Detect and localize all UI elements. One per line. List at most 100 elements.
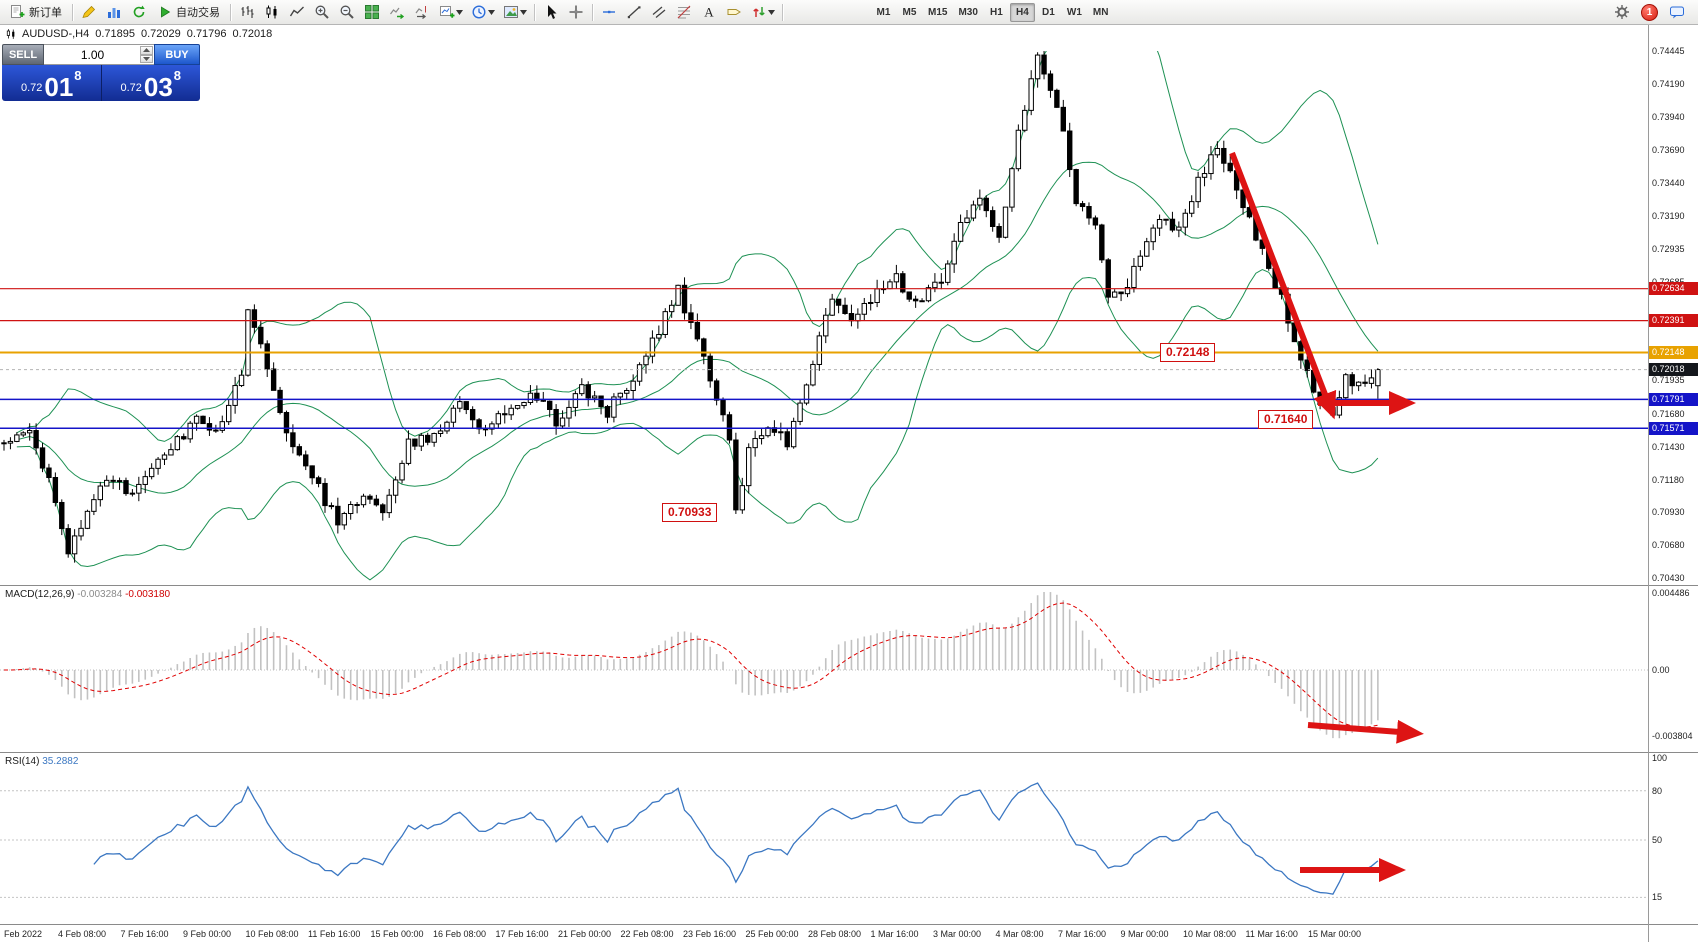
zoom-in-icon[interactable] xyxy=(310,2,334,23)
trend-arrows[interactable] xyxy=(1229,151,1424,882)
refresh-icon[interactable] xyxy=(127,2,151,23)
time-axis-label: 7 Mar 16:00 xyxy=(1058,929,1107,939)
price-callout[interactable]: 0.70933 xyxy=(662,503,718,522)
autotrading-label: 自动交易 xyxy=(176,7,220,19)
new-order-icon xyxy=(11,5,25,18)
timeframe-m1[interactable]: M1 xyxy=(876,6,891,18)
timeframe-m15[interactable]: M15 xyxy=(928,6,948,18)
price-axis-tick: 0.71935 xyxy=(1652,375,1685,386)
chart-shift-icon[interactable] xyxy=(410,2,434,23)
symbol-header: AUDUSD-,H4 0.71895 0.72029 0.71796 0.720… xyxy=(5,28,273,40)
equidistant-channel-icon[interactable] xyxy=(647,2,671,23)
time-axis-label: 16 Feb 08:00 xyxy=(433,929,487,939)
price-axis-tick: 0.74190 xyxy=(1652,79,1685,90)
bar-chart-icon[interactable] xyxy=(235,2,259,23)
timeframe-h4[interactable]: H4 xyxy=(1009,2,1035,22)
sell-button[interactable]: SELL xyxy=(2,44,44,65)
price-axis-tick: 0.73940 xyxy=(1652,112,1685,123)
macd-label: MACD(12,26,9) -0.003284 -0.003180 xyxy=(5,589,170,600)
price-axis-tick: 0.71180 xyxy=(1652,474,1684,485)
time-axis[interactable]: Feb 2022 4 Feb 08:00 7 Feb 16:00 9 Feb 00:0… xyxy=(0,925,1648,942)
buy-price-prefix: 0.72 xyxy=(120,82,142,94)
time-axis-label: 21 Feb 00:00 xyxy=(558,929,612,939)
price-axis-tick: 0.70930 xyxy=(1652,507,1685,518)
arrows-icon[interactable] xyxy=(747,2,778,23)
period-icon[interactable] xyxy=(467,2,498,23)
crosshair-icon[interactable] xyxy=(564,2,588,23)
price-tag: 0.71571 xyxy=(1649,421,1698,435)
buy-price-panel[interactable]: 0.72 03 8 xyxy=(101,65,200,101)
timeframe-h1[interactable]: H1 xyxy=(990,6,1003,18)
buy-price-sup: 8 xyxy=(173,68,182,83)
sell-price-sup: 8 xyxy=(74,68,82,83)
new-chart-icon[interactable] xyxy=(435,2,466,23)
price-tag: 0.71791 xyxy=(1649,392,1698,406)
time-axis-label: 15 Mar 00:00 xyxy=(1308,929,1362,939)
price-scale[interactable]: 0.74445 0.74190 0.73940 0.73690 0.73440 0.731… xyxy=(1648,25,1698,942)
chat-icon[interactable] xyxy=(1665,2,1689,23)
horizontal-line-icon[interactable] xyxy=(597,2,621,23)
ohlc-close: 0.72018 xyxy=(232,28,273,40)
chart-canvas[interactable] xyxy=(0,25,1648,942)
toolbar-separator xyxy=(592,3,593,21)
price-tag: 0.72391 xyxy=(1649,314,1698,328)
macd-name: MACD(12,26,9) xyxy=(5,589,75,600)
timeframe-mn[interactable]: MN xyxy=(1092,6,1109,18)
time-axis-label: 10 Mar 08:00 xyxy=(1183,929,1237,939)
chart-icon xyxy=(6,29,15,39)
price-axis-tick: 0.72935 xyxy=(1652,244,1685,255)
volume-up-button[interactable] xyxy=(140,46,153,55)
autotrading-button[interactable]: 自动交易 xyxy=(152,2,226,23)
line-chart-icon[interactable] xyxy=(285,2,309,23)
timeframe-w1[interactable]: W1 xyxy=(1066,6,1082,18)
price-axis-tick: 0.71430 xyxy=(1652,441,1685,452)
rsi-axis-tick: 15 xyxy=(1652,892,1663,903)
ohlc-low: 0.71796 xyxy=(186,28,227,40)
metaeditor-icon[interactable] xyxy=(77,2,101,23)
timeframe-d1[interactable]: D1 xyxy=(1042,6,1055,18)
trendline-icon[interactable] xyxy=(622,2,646,23)
chevron-down-icon xyxy=(455,9,463,15)
notification-badge[interactable]: 1 xyxy=(1641,3,1658,21)
auto-scroll-icon[interactable] xyxy=(385,2,409,23)
time-axis-label: Feb 2022 xyxy=(4,929,43,939)
one-click-trading-panel: SELL BUY 0.72 01 8 0.72 03 8 xyxy=(2,44,200,101)
tile-windows-icon[interactable] xyxy=(360,2,384,23)
macd-value-2: -0.003180 xyxy=(125,589,171,600)
new-order-button[interactable]: 新订单 xyxy=(3,2,68,23)
time-axis-label: 4 Mar 08:00 xyxy=(995,929,1044,939)
macd-axis-tick: -0.003804 xyxy=(1652,730,1693,741)
toolbar-separator xyxy=(72,3,73,21)
price-callout[interactable]: 0.71640 xyxy=(1258,410,1314,429)
volume-down-button[interactable] xyxy=(140,54,153,63)
rsi-axis-tick: 80 xyxy=(1652,785,1663,796)
gear-icon[interactable] xyxy=(1610,2,1634,23)
time-axis-label: 1 Mar 16:00 xyxy=(870,929,919,939)
chevron-down-icon xyxy=(487,9,495,15)
price-axis-tick: 0.74445 xyxy=(1652,46,1685,56)
price-axis-tick: 0.70680 xyxy=(1652,540,1685,551)
time-axis-label: 28 Feb 08:00 xyxy=(808,929,862,939)
price-callout[interactable]: 0.72148 xyxy=(1160,343,1216,362)
macd-axis-tick: 0.004486 xyxy=(1652,587,1690,598)
time-axis-label: 15 Feb 00:00 xyxy=(370,929,424,939)
cursor-icon[interactable] xyxy=(539,2,563,23)
price-tag: 0.72018 xyxy=(1649,363,1698,377)
volume-input[interactable] xyxy=(44,45,154,64)
timeframe-m30[interactable]: M30 xyxy=(958,6,978,18)
candlestick-chart-icon[interactable] xyxy=(260,2,284,23)
buy-button[interactable]: BUY xyxy=(154,44,200,65)
time-axis-label: 10 Feb 08:00 xyxy=(245,929,299,939)
price-axis-tick: 0.73190 xyxy=(1652,210,1685,221)
text-icon[interactable]: A xyxy=(697,2,721,23)
timeframe-m5[interactable]: M5 xyxy=(902,6,917,18)
zoom-out-icon[interactable] xyxy=(335,2,359,23)
time-axis-label: 7 Feb 16:00 xyxy=(120,929,169,939)
label-icon[interactable] xyxy=(722,2,746,23)
template-icon[interactable] xyxy=(499,2,530,23)
fibonacci-icon[interactable] xyxy=(672,2,696,23)
time-axis-label: 17 Feb 16:00 xyxy=(495,929,549,939)
market-watch-icon[interactable] xyxy=(102,2,126,23)
ohlc-high: 0.72029 xyxy=(141,28,181,40)
sell-price-panel[interactable]: 0.72 01 8 xyxy=(2,65,102,101)
